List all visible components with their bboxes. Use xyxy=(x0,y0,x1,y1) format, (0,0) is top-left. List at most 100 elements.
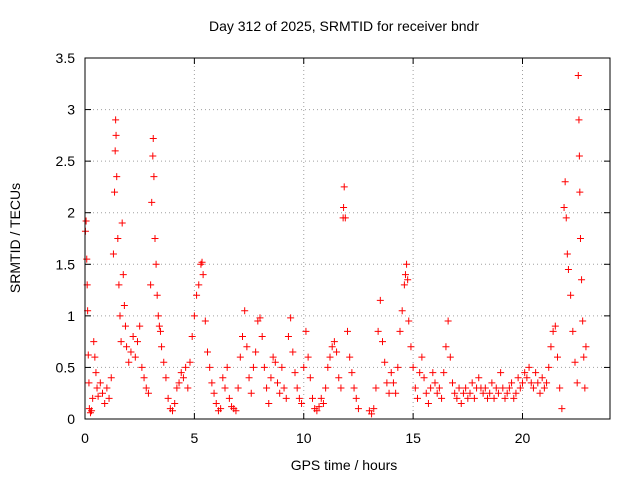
data-point xyxy=(538,374,546,382)
data-point xyxy=(117,338,125,346)
data-point xyxy=(156,327,164,335)
data-point xyxy=(475,374,483,382)
data-point xyxy=(540,384,548,392)
data-point xyxy=(324,363,332,371)
data-point xyxy=(90,338,98,346)
data-point xyxy=(328,343,336,351)
data-point xyxy=(221,384,229,392)
data-point xyxy=(438,394,446,402)
data-point xyxy=(317,394,325,402)
data-point xyxy=(337,384,345,392)
data-point xyxy=(392,389,400,397)
data-point xyxy=(486,389,494,397)
data-point xyxy=(160,358,168,366)
data-point xyxy=(529,384,537,392)
data-point xyxy=(501,394,509,402)
data-point xyxy=(403,260,411,268)
data-point xyxy=(210,389,218,397)
data-point xyxy=(121,322,129,330)
data-point xyxy=(499,384,507,392)
data-point xyxy=(464,394,472,402)
data-point xyxy=(479,389,487,397)
data-point xyxy=(302,327,310,335)
data-point xyxy=(512,389,520,397)
data-point xyxy=(492,384,500,392)
data-point xyxy=(93,384,101,392)
data-point xyxy=(405,317,413,325)
data-point xyxy=(578,276,586,284)
data-point xyxy=(457,400,465,408)
data-point xyxy=(387,369,395,377)
data-point xyxy=(150,173,158,181)
data-point xyxy=(179,374,187,382)
data-point xyxy=(111,147,119,155)
data-point xyxy=(153,291,161,299)
data-point xyxy=(341,214,349,222)
data-point xyxy=(309,394,316,402)
x-tick-label: 5 xyxy=(190,430,198,446)
data-point xyxy=(398,307,406,315)
data-point xyxy=(372,384,380,392)
x-tick-label: 15 xyxy=(405,430,421,446)
data-point xyxy=(319,400,327,408)
data-point xyxy=(510,394,518,402)
data-point xyxy=(123,343,131,351)
data-point xyxy=(440,369,448,377)
data-point xyxy=(109,250,117,258)
data-point xyxy=(554,353,561,361)
y-tick-label: 1.5 xyxy=(56,256,76,272)
data-point xyxy=(241,307,249,315)
data-point xyxy=(340,204,348,212)
data-point xyxy=(368,410,376,418)
data-point xyxy=(84,351,92,359)
data-point xyxy=(543,379,551,387)
data-point xyxy=(503,389,511,397)
data-point xyxy=(198,258,206,266)
data-point xyxy=(545,363,553,371)
data-point xyxy=(379,338,386,346)
data-point xyxy=(278,363,286,371)
data-point xyxy=(83,255,91,263)
data-point xyxy=(247,389,255,397)
x-tick-label: 10 xyxy=(296,430,312,446)
data-point xyxy=(239,332,246,340)
data-point xyxy=(243,343,251,351)
data-point xyxy=(155,322,163,330)
data-point xyxy=(289,348,297,356)
data-point xyxy=(521,369,529,377)
data-point xyxy=(549,327,557,335)
data-point xyxy=(89,394,97,402)
data-point xyxy=(276,389,284,397)
data-point xyxy=(295,394,303,402)
data-point xyxy=(468,379,476,387)
data-point xyxy=(330,338,338,346)
data-point xyxy=(112,116,120,124)
data-point xyxy=(462,384,470,392)
data-point xyxy=(212,400,220,408)
data-point xyxy=(409,363,417,371)
data-point xyxy=(354,405,362,413)
data-point xyxy=(558,405,566,413)
data-point xyxy=(162,374,170,382)
data-point xyxy=(232,407,240,415)
data-point xyxy=(85,379,93,387)
data-point xyxy=(350,384,358,392)
data-point xyxy=(525,363,533,371)
data-points xyxy=(81,72,590,418)
data-point xyxy=(581,384,589,392)
data-point xyxy=(282,394,290,402)
data-point xyxy=(569,327,577,335)
data-point xyxy=(446,353,454,361)
data-point xyxy=(177,369,185,377)
x-axis-ticks: 0 5 10 15 20 xyxy=(81,58,530,446)
plot-frame xyxy=(84,57,611,420)
data-point xyxy=(134,338,141,346)
data-point xyxy=(407,343,415,351)
data-point xyxy=(547,343,555,351)
data-point xyxy=(433,389,441,397)
data-point xyxy=(99,389,106,397)
data-point xyxy=(455,384,463,392)
data-point xyxy=(103,384,111,392)
data-point xyxy=(420,374,428,382)
data-point xyxy=(396,327,404,335)
